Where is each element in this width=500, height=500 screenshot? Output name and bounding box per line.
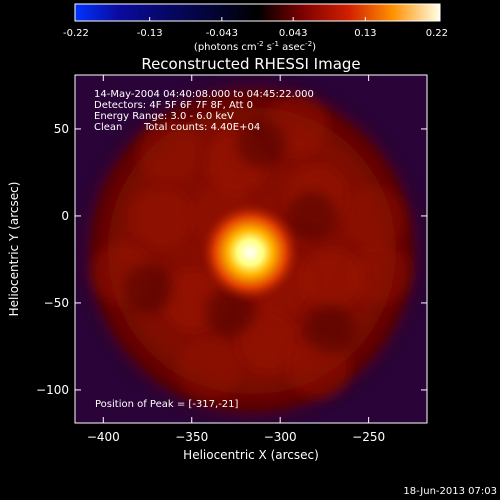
emission-mottling: [90, 94, 412, 401]
plot-frame: [74, 74, 428, 424]
colorbar-tick-label: -0.22: [63, 28, 89, 39]
emission-blob: [344, 186, 407, 249]
chart-title: Reconstructed RHESSI Image: [141, 55, 360, 73]
image-area: [75, 75, 427, 423]
colorbar-unit-label: (photons cm-2 s-1 asec-2): [194, 40, 316, 53]
y-tick-label: 50: [54, 122, 69, 136]
y-axis-ticks: 50 0 −50 −100: [36, 122, 427, 397]
emission-blob: [237, 310, 299, 373]
annotation-time-range: 14-May-2004 04:40:08.000 to 04:45:22.000: [94, 89, 314, 100]
y-tick-label: −100: [36, 383, 69, 397]
annotation-energy-range: Energy Range: 3.0 - 6.0 keV: [94, 111, 234, 122]
x-tick-label: −300: [264, 430, 297, 444]
peak-position-label: Position of Peak = [-317,-21]: [95, 399, 239, 410]
colorbar-tick-label: -0.13: [137, 28, 163, 39]
emission-blob: [131, 187, 194, 249]
colorbar-tick-label: 0.13: [354, 28, 376, 39]
x-axis-label: Heliocentric X (arcsec): [183, 448, 319, 462]
annotation-total-counts: Total counts: 4.40E+04: [143, 122, 260, 133]
colorbar-tick-label: 0.22: [426, 28, 448, 39]
x-axis-ticks: −400 −350 −300 −250: [87, 75, 385, 444]
emission-blob: [349, 242, 412, 305]
x-tick-label: −400: [87, 430, 120, 444]
timestamp: 18-Jun-2013 07:03: [403, 486, 497, 497]
emission-dip: [236, 118, 286, 169]
emission-blob: [177, 338, 240, 401]
colorbar-ticks: -0.22 -0.13 -0.043 0.043 0.13 0.22: [63, 17, 448, 39]
emission-blob: [138, 120, 200, 183]
peak-source: [199, 201, 302, 304]
y-tick-label: −50: [44, 296, 69, 310]
y-tick-label: 0: [61, 209, 69, 223]
y-axis-label: Heliocentric Y (arcsec): [7, 182, 21, 317]
annotation-detectors: Detectors: 4F 5F 6F 7F 8F, Att 0: [94, 100, 253, 111]
colorbar-tick-label: 0.043: [279, 28, 308, 39]
emission-dip: [305, 304, 355, 354]
colorbar: [74, 3, 441, 22]
annotation-algorithm: Clean: [94, 122, 122, 133]
colorbar-tick-label: -0.043: [206, 28, 238, 39]
emission-dip: [123, 264, 173, 314]
emission-blob: [300, 248, 363, 311]
x-tick-label: −350: [175, 430, 208, 444]
emission-dip: [287, 191, 337, 241]
x-tick-label: −250: [352, 430, 385, 444]
